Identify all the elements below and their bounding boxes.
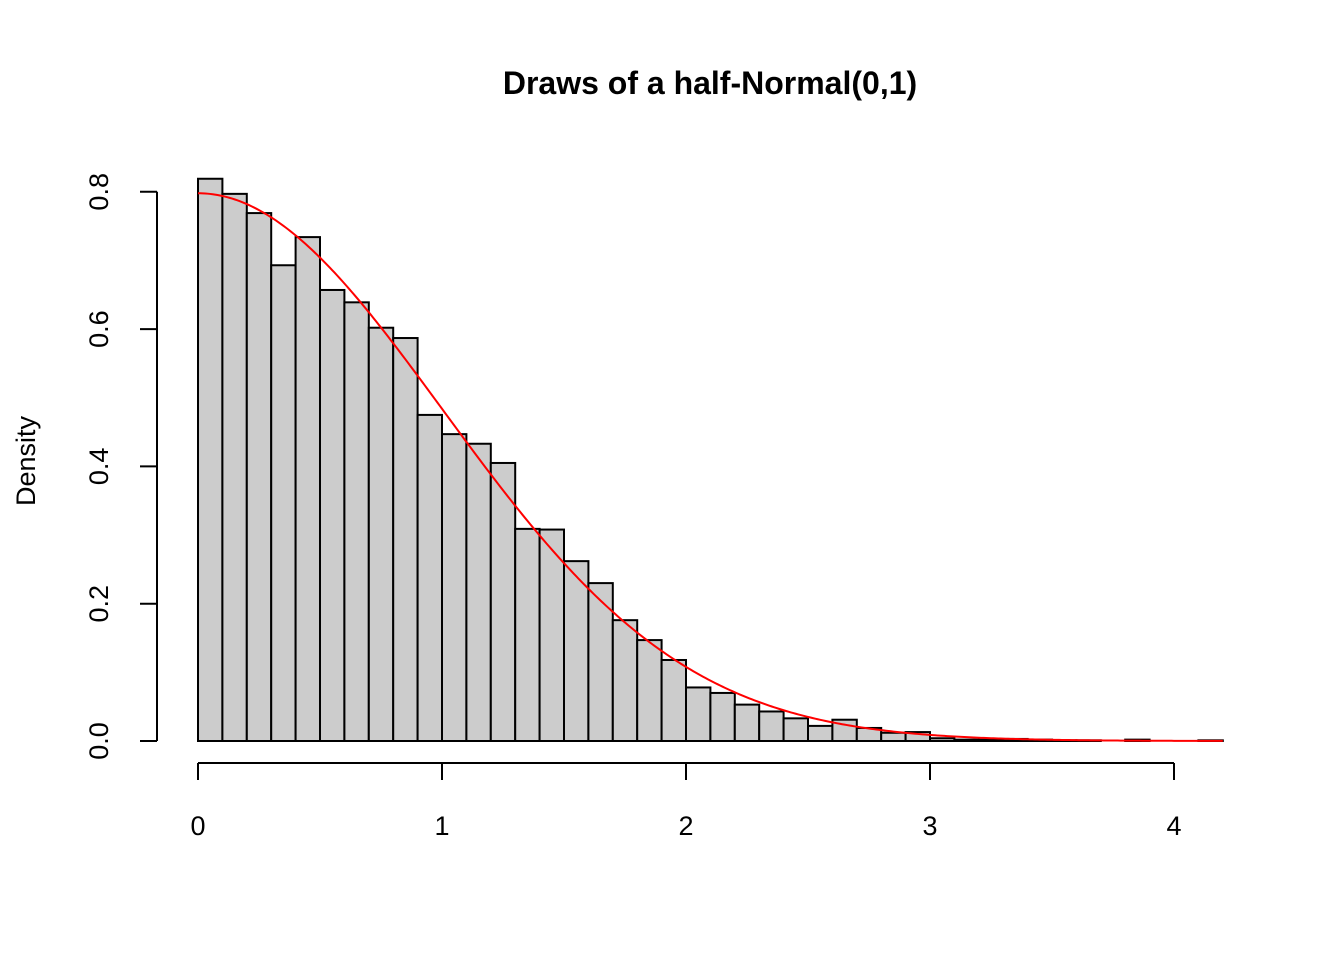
x-tick-label: 0 (190, 811, 205, 841)
histogram-bar (929, 737, 956, 743)
histogram-bar (319, 288, 346, 742)
histogram-bar (294, 236, 322, 742)
histogram-bar (880, 731, 907, 743)
histogram-bar (392, 337, 419, 742)
x-tick-label: 3 (922, 811, 937, 841)
histogram-bar (611, 619, 639, 743)
histogram-bar (782, 717, 809, 743)
histogram-bar (441, 433, 468, 742)
histogram-bar (563, 560, 590, 743)
histogram-bar (953, 738, 980, 743)
histogram-bar (587, 582, 614, 742)
y-tick-label: 0.4 (84, 448, 114, 486)
y-axis-label: Density (11, 415, 41, 506)
x-tick-label: 1 (434, 811, 449, 841)
histogram-bar (904, 731, 931, 742)
chart-title: Draws of a half-Normal(0,1) (503, 65, 917, 101)
histogram-bar (197, 177, 224, 743)
histogram-bars (197, 177, 1224, 743)
y-tick-label: 0.8 (84, 173, 114, 211)
histogram-bar (733, 703, 761, 742)
histogram-bar (245, 212, 273, 743)
y-axis: 0.0 0.2 0.4 0.6 0.8 (84, 173, 158, 760)
histogram-bar (807, 724, 834, 742)
histogram-bar (758, 710, 785, 743)
histogram-bar (489, 461, 517, 742)
x-axis: 0 1 2 3 4 (190, 762, 1182, 841)
histogram-bar (709, 691, 736, 743)
histogram-bar (221, 192, 248, 742)
y-tick-label: 0.6 (84, 310, 114, 348)
histogram-bar (465, 442, 492, 742)
x-tick-label: 2 (678, 811, 693, 841)
histogram-bar (660, 658, 687, 742)
y-tick-label: 0.0 (84, 722, 114, 760)
histogram-bar (685, 686, 712, 743)
density-curve (197, 192, 1223, 742)
y-tick-label: 0.2 (84, 585, 114, 623)
histogram-bar (977, 738, 1005, 743)
histogram-bar (270, 264, 297, 742)
histogram-bar (538, 528, 565, 742)
histogram-bar (367, 326, 395, 742)
histogram-bar (343, 301, 370, 742)
x-tick-label: 4 (1166, 811, 1181, 841)
histogram-bar (636, 639, 663, 742)
histogram-bar (416, 413, 444, 742)
histogram-bar (514, 527, 541, 743)
